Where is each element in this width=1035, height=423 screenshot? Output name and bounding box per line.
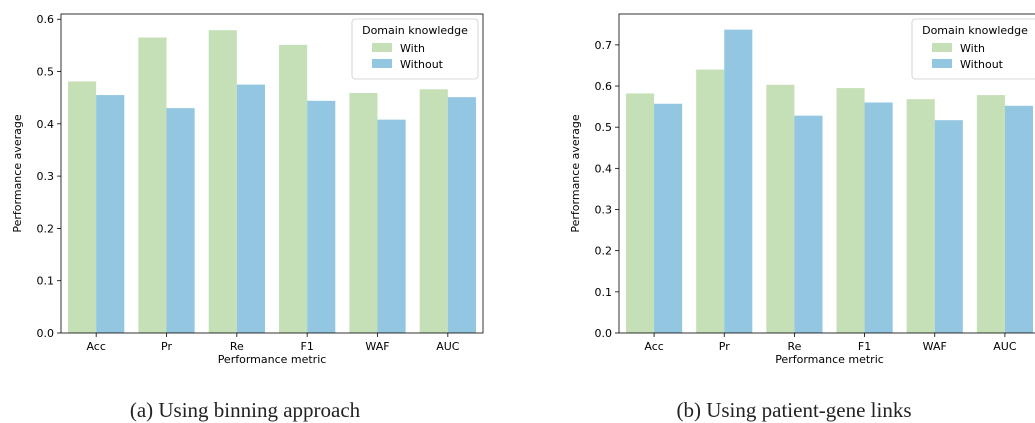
bar-without-pr [724,29,753,333]
y-tick-label: 0.3 [595,204,613,217]
bar-with-waf [906,99,935,333]
bar-with-pr [138,37,167,333]
y-tick-label: 0.5 [37,66,55,79]
bar-with-f1 [836,88,865,333]
legend-label-without: Without [400,58,444,71]
x-tick-label: WAF [365,340,389,353]
chart-caption: (a) Using binning approach [129,398,361,422]
bar-with-f1 [279,44,308,333]
legend-label-with: With [400,42,425,55]
legend-swatch-without [372,59,392,68]
legend-swatch-without [932,59,952,68]
bar-without-acc [654,103,683,333]
bar-without-waf [377,119,406,333]
y-tick-label: 0.0 [595,327,613,340]
bar-without-re [236,84,265,333]
bar-with-auc [976,95,1005,333]
x-tick-label: AUC [436,340,460,353]
bar-with-waf [349,92,378,333]
bar-without-auc [447,97,476,334]
chart-caption: (b) Using patient-gene links [676,398,912,422]
bar-without-f1 [307,100,336,333]
bar-without-waf [934,120,963,333]
y-tick-label: 0.1 [37,275,55,288]
bar-chart-patient-gene: 0.0 0.1 0.2 0.3 0.4 0.5 0.6 0.7 Acc Pr Re F1 WAF AUC P… [569,13,1035,366]
bar-with-acc [626,93,655,333]
chart-panel-patient-gene: 0.0 0.1 0.2 0.3 0.4 0.5 0.6 0.7 Acc Pr Re F1 WAF AUC P… [560,0,1035,422]
plot-frame [60,13,484,334]
legend-label-with: With [960,42,985,55]
x-tick-label: F1 [301,340,314,353]
y-axis-label: Performance average [11,114,24,232]
x-tick-label: Re [230,340,244,353]
y-axis-label: Performance average [569,114,582,232]
bar-with-re [208,30,237,334]
x-tick-label: Acc [644,340,663,353]
bar-without-auc [1004,105,1033,333]
bar-without-f1 [864,102,893,333]
y-tick-label: 0.1 [595,286,613,299]
bar-without-pr [166,108,195,333]
bar-without-re [794,115,823,333]
legend-swatch-with [932,43,952,52]
y-tick-label: 0.2 [37,222,55,235]
legend-title: Domain knowledge [362,24,468,37]
y-tick-label: 0.7 [595,39,613,52]
plot-frame [618,13,1035,334]
y-tick-label: 0.4 [595,162,613,175]
y-tick-label: 0.6 [37,13,55,26]
x-tick-label: F1 [858,340,871,353]
legend-label-without: Without [960,58,1004,71]
x-tick-label: Acc [86,340,105,353]
legend-swatch-with [372,43,392,52]
x-tick-label: AUC [993,340,1017,353]
x-tick-label: Re [787,340,801,353]
chart-panel-binning: 0.0 0.1 0.2 0.3 0.4 0.5 0.6 Acc Pr Re F1 WAF AUC Perf… [0,0,500,422]
bar-with-re [766,84,795,333]
x-tick-label: WAF [923,340,947,353]
x-axis-label: Performance metric [775,353,884,366]
bar-with-acc [68,81,97,334]
x-tick-label: Pr [719,340,730,353]
bar-chart-binning: 0.0 0.1 0.2 0.3 0.4 0.5 0.6 Acc Pr Re F1 WAF AUC Perf… [11,13,484,366]
y-tick-label: 0.2 [595,245,613,258]
legend-title: Domain knowledge [922,24,1028,37]
y-tick-label: 0.0 [37,327,55,340]
x-tick-label: Pr [161,340,172,353]
y-tick-label: 0.3 [37,170,55,183]
bar-with-auc [419,89,448,333]
y-tick-label: 0.4 [37,118,55,131]
y-tick-label: 0.5 [595,121,613,134]
bar-without-acc [96,95,125,333]
bar-with-pr [696,69,725,333]
y-tick-label: 0.6 [595,80,613,93]
x-axis-label: Performance metric [218,353,327,366]
